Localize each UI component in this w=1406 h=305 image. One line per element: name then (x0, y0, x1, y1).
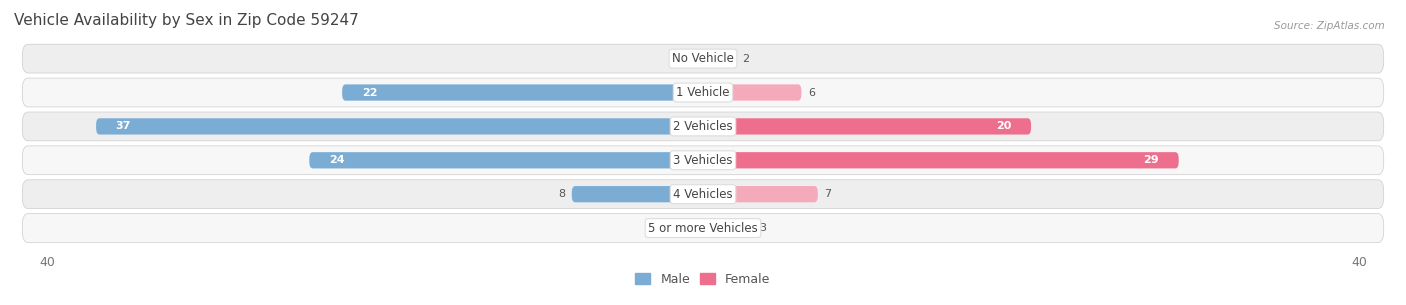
FancyBboxPatch shape (703, 118, 1031, 135)
Text: Source: ZipAtlas.com: Source: ZipAtlas.com (1274, 21, 1385, 31)
Text: 3 Vehicles: 3 Vehicles (673, 154, 733, 167)
Text: 24: 24 (329, 155, 344, 165)
FancyBboxPatch shape (22, 78, 1384, 107)
FancyBboxPatch shape (22, 146, 1384, 175)
Text: 2: 2 (742, 54, 749, 64)
FancyBboxPatch shape (703, 186, 818, 202)
Text: 3: 3 (759, 223, 766, 233)
Text: 1 Vehicle: 1 Vehicle (676, 86, 730, 99)
FancyBboxPatch shape (22, 112, 1384, 141)
Legend: Male, Female: Male, Female (630, 268, 776, 291)
FancyBboxPatch shape (309, 152, 703, 168)
Text: 22: 22 (361, 88, 377, 98)
Text: Vehicle Availability by Sex in Zip Code 59247: Vehicle Availability by Sex in Zip Code … (14, 13, 359, 28)
FancyBboxPatch shape (703, 84, 801, 101)
FancyBboxPatch shape (703, 51, 735, 67)
Text: 7: 7 (824, 189, 831, 199)
Text: 4 Vehicles: 4 Vehicles (673, 188, 733, 201)
Text: 2 Vehicles: 2 Vehicles (673, 120, 733, 133)
Text: 0: 0 (689, 54, 696, 64)
FancyBboxPatch shape (703, 152, 1178, 168)
FancyBboxPatch shape (671, 220, 703, 236)
Text: 2: 2 (657, 223, 664, 233)
FancyBboxPatch shape (22, 44, 1384, 73)
Text: 29: 29 (1143, 155, 1159, 165)
Text: 20: 20 (995, 121, 1011, 131)
Text: 6: 6 (808, 88, 815, 98)
Text: 8: 8 (558, 189, 565, 199)
Text: 5 or more Vehicles: 5 or more Vehicles (648, 221, 758, 235)
Text: 37: 37 (115, 121, 131, 131)
FancyBboxPatch shape (342, 84, 703, 101)
FancyBboxPatch shape (22, 214, 1384, 242)
Text: No Vehicle: No Vehicle (672, 52, 734, 65)
FancyBboxPatch shape (703, 220, 752, 236)
FancyBboxPatch shape (572, 186, 703, 202)
FancyBboxPatch shape (22, 180, 1384, 209)
FancyBboxPatch shape (96, 118, 703, 135)
